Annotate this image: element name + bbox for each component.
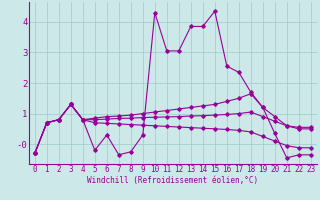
- X-axis label: Windchill (Refroidissement éolien,°C): Windchill (Refroidissement éolien,°C): [87, 176, 258, 185]
